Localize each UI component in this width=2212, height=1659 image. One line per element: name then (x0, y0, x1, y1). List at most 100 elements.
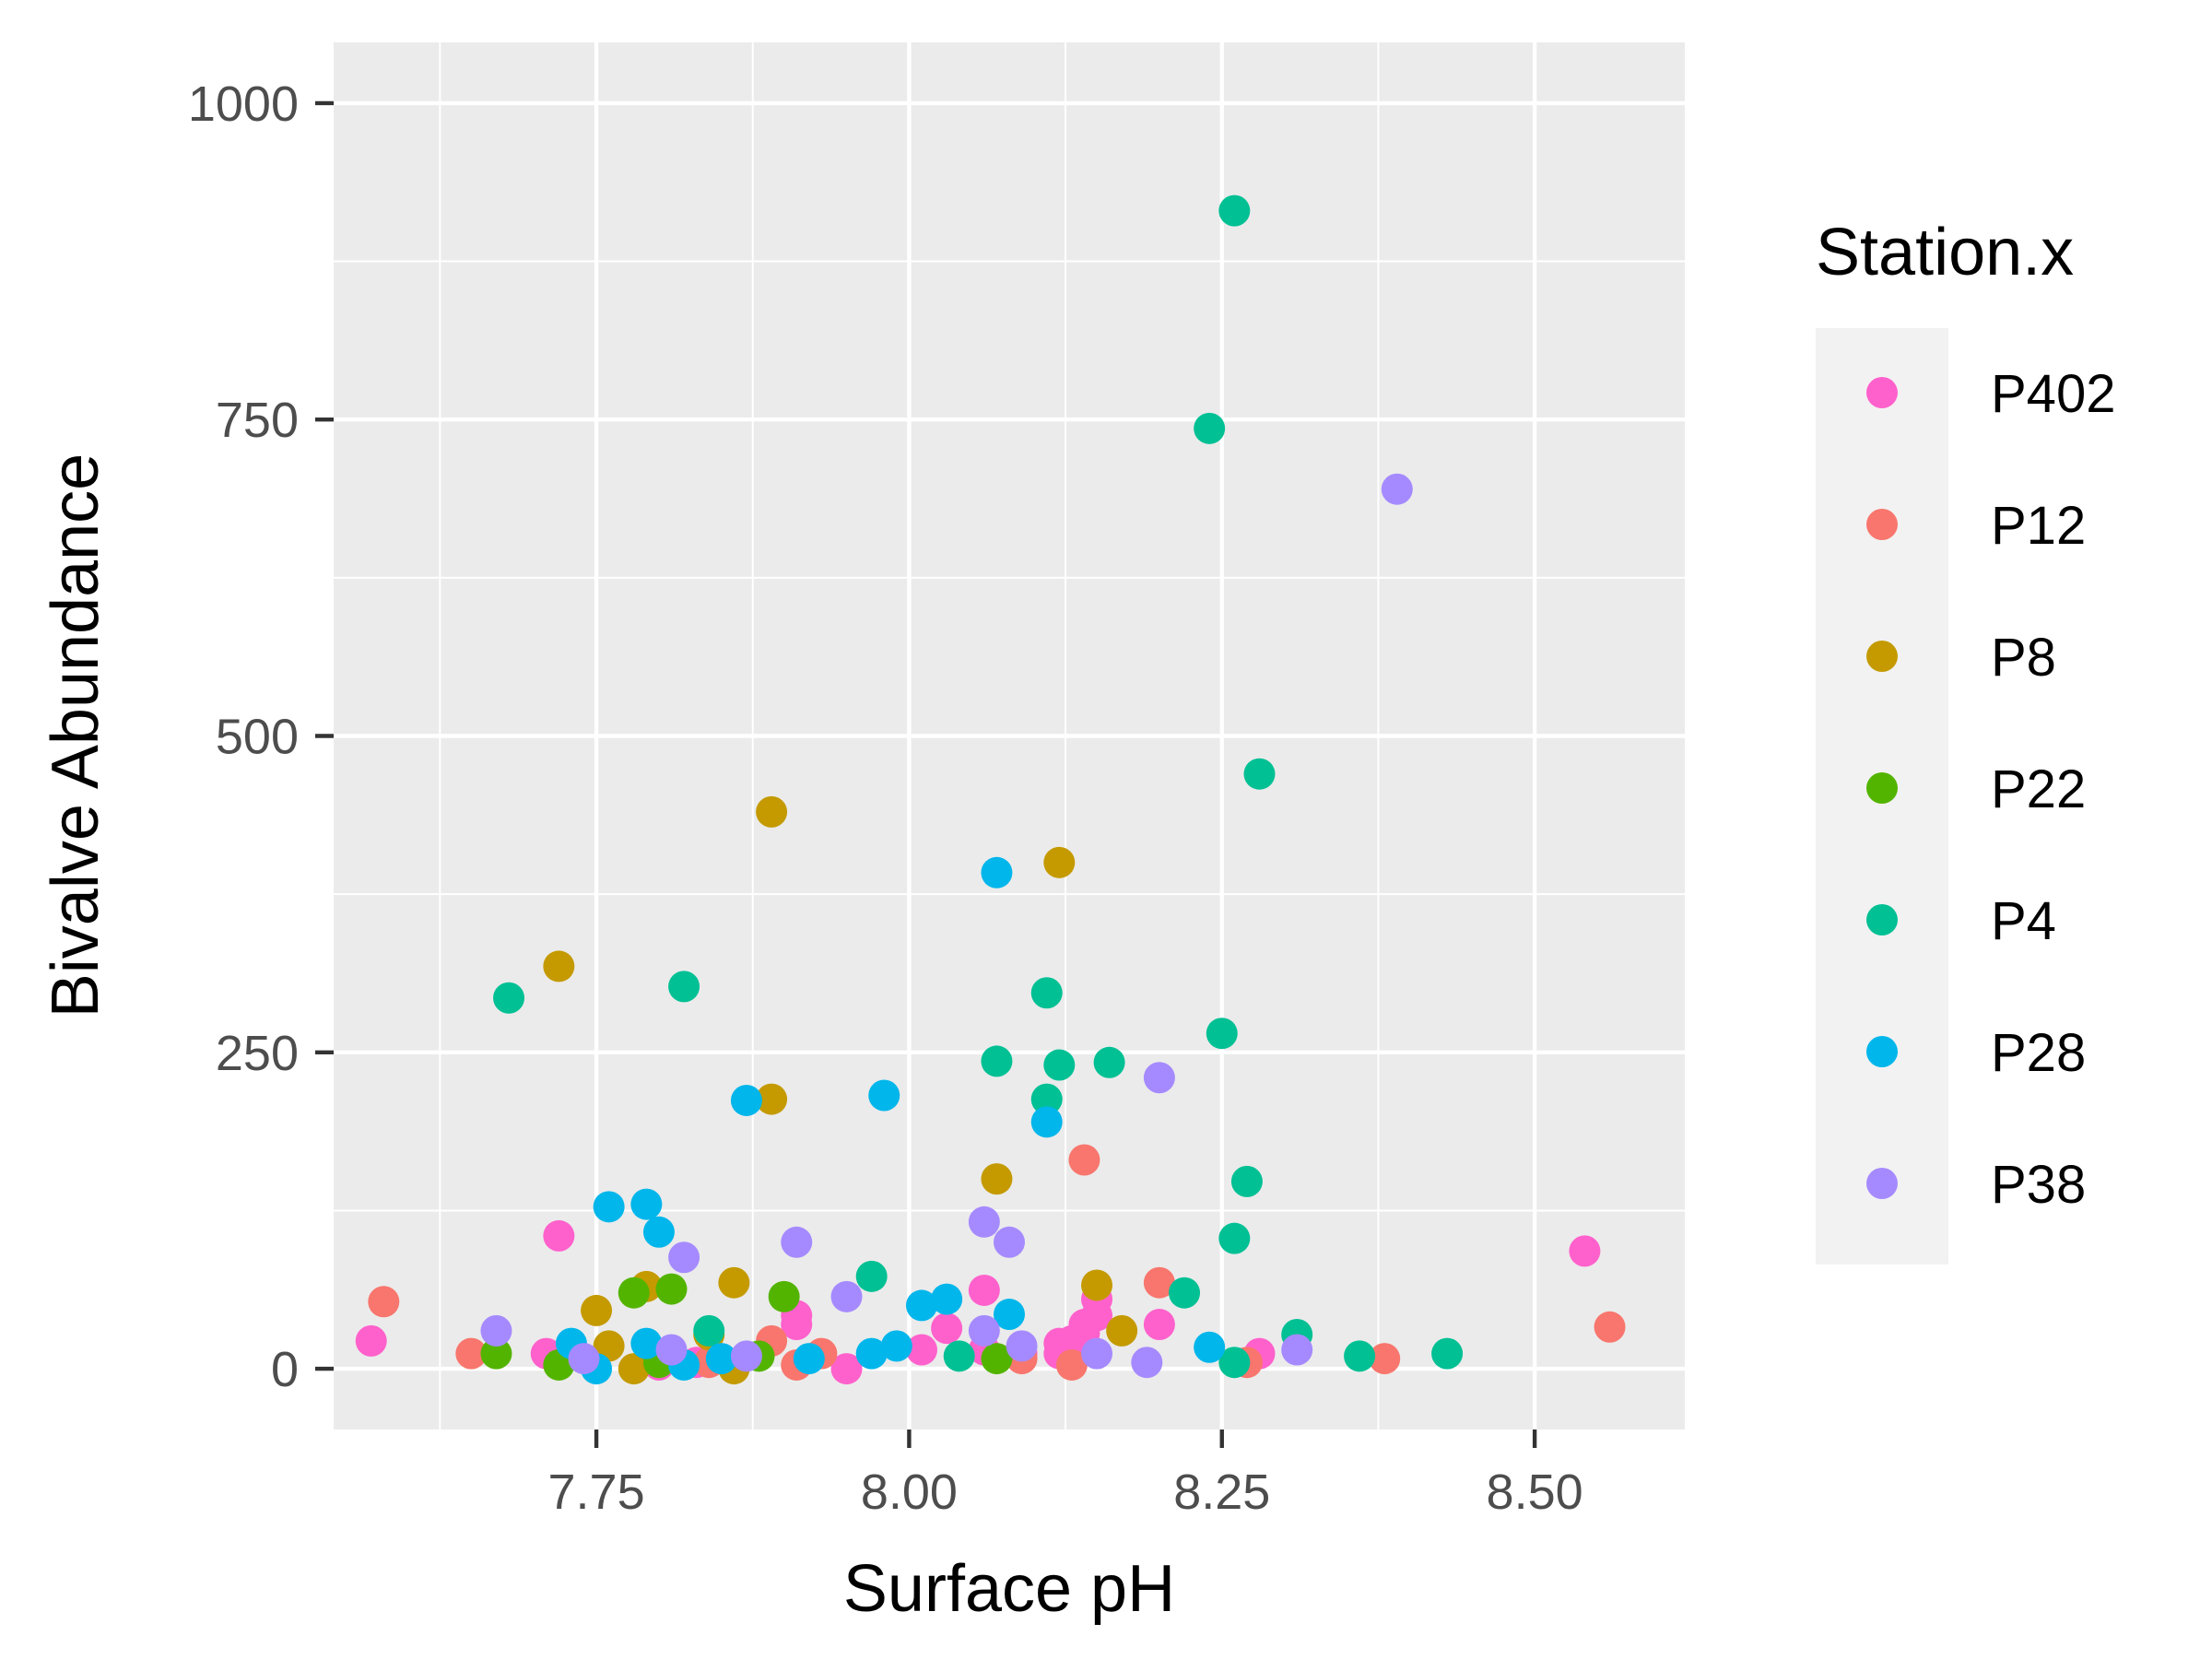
legend-label-p4: P4 (1991, 891, 2056, 951)
legend-label-p38: P38 (1991, 1155, 2086, 1215)
data-point-p28 (630, 1327, 663, 1359)
x-axis-title: Surface pH (843, 1552, 1175, 1626)
data-point-p22 (981, 1343, 1013, 1375)
data-point-p28 (855, 1337, 888, 1370)
legend-key-p12 (1866, 509, 1898, 540)
legend-label-p12: P12 (1991, 496, 2086, 556)
x-tick-label: 8.00 (861, 1465, 958, 1520)
data-point-p4 (1043, 1049, 1076, 1081)
data-point-p12 (1143, 1266, 1175, 1299)
data-point-p28 (880, 1330, 912, 1362)
x-tick-label: 8.25 (1173, 1465, 1270, 1520)
data-point-p28 (905, 1289, 937, 1322)
legend-key-p22 (1866, 772, 1898, 804)
data-point-p4 (1206, 1018, 1238, 1050)
data-point-p8 (981, 1163, 1013, 1195)
data-point-p4 (668, 971, 700, 1003)
data-point-p402 (830, 1353, 863, 1385)
data-point-p28 (981, 856, 1013, 888)
data-point-p8 (1106, 1314, 1138, 1347)
legend-label-p8: P8 (1991, 628, 2056, 688)
data-point-p4 (981, 1045, 1013, 1077)
legend-label-p22: P22 (1991, 759, 2086, 819)
data-point-p28 (793, 1343, 825, 1375)
data-point-p4 (1218, 1222, 1251, 1254)
data-point-p12 (1369, 1343, 1401, 1375)
legend-key-p4 (1866, 904, 1898, 935)
data-point-p38 (1281, 1334, 1313, 1366)
data-point-p402 (1055, 1324, 1088, 1357)
data-point-p38 (994, 1226, 1025, 1258)
data-point-p4 (1169, 1277, 1201, 1309)
legend-title: Station.x (1816, 216, 2074, 289)
data-point-p4 (693, 1314, 725, 1347)
data-point-p402 (355, 1324, 387, 1357)
legend-label-p402: P402 (1991, 364, 2115, 424)
data-point-p4 (1344, 1340, 1376, 1372)
data-point-p28 (642, 1216, 675, 1248)
data-point-p28 (931, 1283, 963, 1315)
y-tick-label: 1000 (188, 76, 299, 132)
data-point-p28 (868, 1079, 900, 1112)
data-point-p402 (1569, 1235, 1601, 1267)
data-point-p8 (756, 795, 788, 828)
legend-key-p402 (1866, 377, 1898, 408)
data-point-p38 (568, 1343, 600, 1375)
data-point-p402 (905, 1334, 937, 1366)
y-axis: 0 250 500 750 1000 (188, 76, 334, 1397)
data-point-p22 (618, 1277, 650, 1309)
data-point-p4 (1093, 1046, 1125, 1078)
data-point-p28 (1030, 1106, 1063, 1138)
data-point-p38 (830, 1280, 863, 1312)
data-point-p8 (1081, 1269, 1113, 1301)
data-point-p4 (493, 982, 525, 1014)
data-point-p22 (480, 1337, 512, 1370)
data-points (355, 194, 1626, 1385)
data-point-p38 (1081, 1337, 1113, 1370)
data-point-p38 (1006, 1330, 1038, 1362)
data-point-p38 (480, 1314, 512, 1347)
legend-label-p28: P28 (1991, 1023, 2086, 1083)
data-point-p28 (730, 1084, 762, 1116)
y-tick-label: 250 (216, 1026, 299, 1081)
data-point-p402 (543, 1219, 575, 1252)
y-axis-title: Bivalve Abundance (39, 453, 112, 1018)
data-point-p22 (768, 1280, 800, 1312)
data-point-p402 (931, 1312, 963, 1345)
data-point-p4 (1230, 1165, 1263, 1197)
y-tick-label: 0 (271, 1342, 299, 1397)
data-point-p38 (968, 1206, 1000, 1238)
data-point-p8 (1043, 846, 1076, 878)
data-point-p8 (581, 1294, 613, 1326)
data-point-p8 (718, 1266, 750, 1299)
data-point-p4 (943, 1340, 975, 1372)
data-point-p28 (994, 1299, 1025, 1331)
data-point-p38 (1143, 1062, 1175, 1094)
data-point-p38 (1381, 473, 1413, 505)
x-tick-label: 7.75 (548, 1465, 645, 1520)
data-point-p28 (593, 1191, 625, 1223)
data-point-p28 (1194, 1331, 1226, 1363)
data-point-p12 (368, 1286, 400, 1318)
data-point-p22 (655, 1273, 688, 1305)
legend: Station.x P402 P12 P8 P22 P4 P28 P38 (1816, 216, 2115, 1265)
data-point-p28 (630, 1188, 663, 1220)
data-point-p4 (1218, 1347, 1251, 1379)
data-point-p38 (781, 1226, 813, 1258)
data-point-p4 (1030, 1083, 1063, 1115)
data-point-p12 (455, 1337, 488, 1370)
data-point-p12 (1055, 1348, 1088, 1381)
data-point-p4 (1243, 758, 1276, 790)
y-tick-label: 750 (216, 393, 299, 448)
y-tick-label: 500 (216, 710, 299, 765)
data-point-p4 (1030, 977, 1063, 1009)
data-point-p402 (1143, 1309, 1175, 1341)
x-axis: 7.75 8.00 8.25 8.50 (548, 1430, 1583, 1520)
data-point-p8 (543, 950, 575, 982)
data-point-p402 (968, 1274, 1000, 1306)
data-point-p4 (1431, 1337, 1464, 1370)
x-tick-label: 8.50 (1487, 1465, 1583, 1520)
data-point-p28 (705, 1343, 737, 1375)
legend-key-p8 (1866, 641, 1898, 672)
